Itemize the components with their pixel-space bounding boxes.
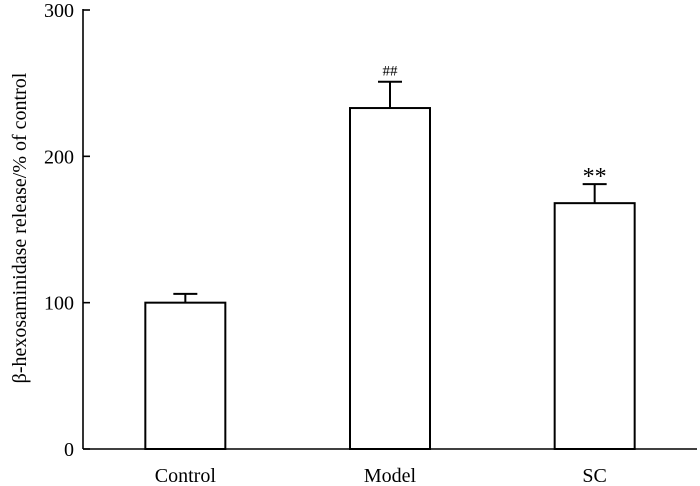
y-tick-label: 0 [64, 439, 74, 461]
bar-model [349, 107, 431, 450]
x-axis-labels: Control Model SC [155, 465, 607, 486]
x-tick-label: Control [155, 465, 217, 486]
bar-control [144, 301, 227, 450]
bars: ## ** [144, 64, 636, 450]
bar-sc [553, 202, 636, 450]
y-axis-label: β-hexosaminidase release/% of control [9, 72, 31, 383]
significance-marker: ** [583, 164, 607, 190]
y-axis-ticks: 0 100 200 300 [44, 0, 90, 461]
x-tick-label: Model [364, 465, 417, 486]
x-tick-label: SC [582, 465, 606, 486]
significance-marker: ## [383, 64, 399, 80]
y-tick-label: 100 [44, 293, 74, 315]
y-tick-label: 200 [44, 146, 74, 168]
y-tick-label: 300 [44, 0, 74, 22]
